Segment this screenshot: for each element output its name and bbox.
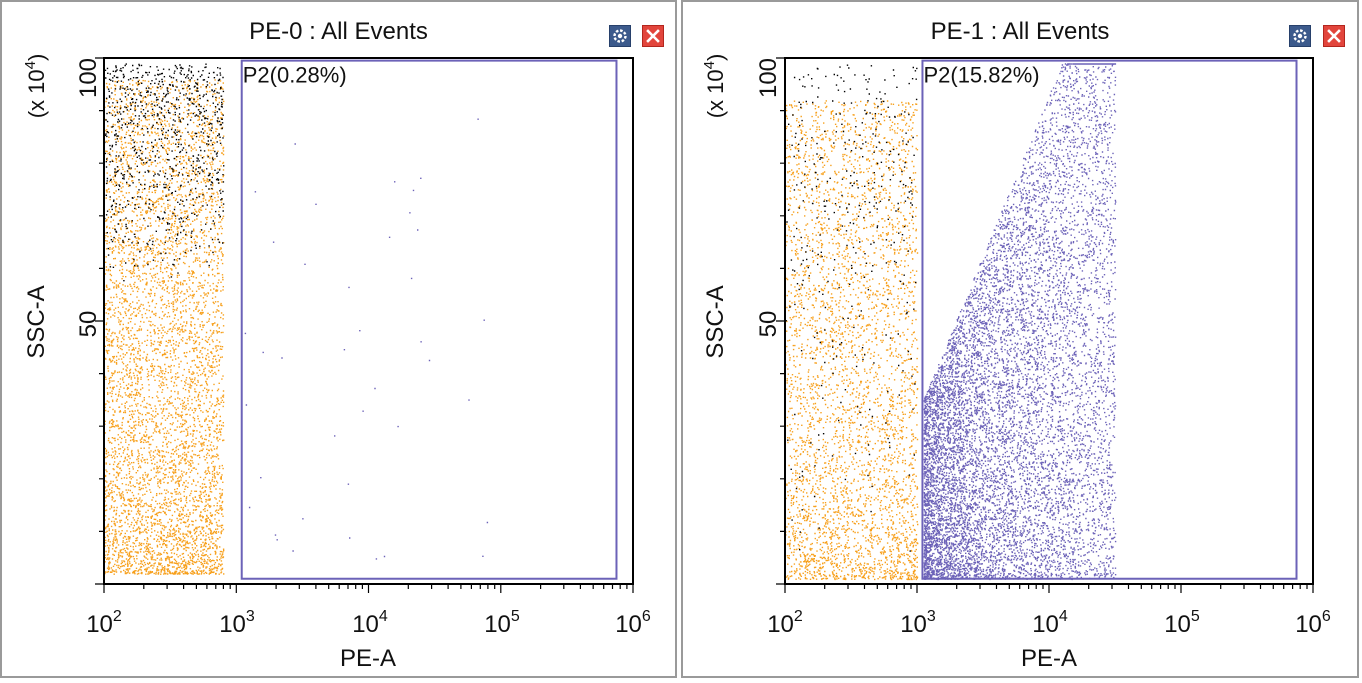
x-tick-label-2: 104 xyxy=(352,608,388,638)
x-tick-label-4: 106 xyxy=(615,608,651,638)
scatter-plot: P2(15.82%) 102 103 104 105 106 PE-A 50 1… xyxy=(701,54,1331,672)
x-tick-label-3: 105 xyxy=(1164,608,1200,638)
axis-ticks xyxy=(95,57,634,593)
x-tick-label-1: 103 xyxy=(219,608,255,638)
y-tick-label-100: 100 xyxy=(75,58,102,98)
gear-icon xyxy=(1293,29,1307,43)
event-dots xyxy=(104,63,489,575)
gate-label: P2(0.28%) xyxy=(243,63,347,88)
plot-title: PE-1 : All Events xyxy=(930,18,1110,45)
x-tick-label-0: 102 xyxy=(86,608,122,638)
x-axis-label: PE-A xyxy=(1021,645,1077,672)
x-tick-label-1: 103 xyxy=(900,608,936,638)
dots-p1 xyxy=(104,79,225,575)
close-button[interactable] xyxy=(642,25,664,47)
x-tick-label-0: 102 xyxy=(767,608,803,638)
x-tick-label-2: 104 xyxy=(1032,608,1068,638)
close-icon xyxy=(646,29,660,43)
dots-p2 xyxy=(244,118,489,560)
gear-icon xyxy=(613,29,627,43)
dots-p2 xyxy=(923,63,1117,581)
event-dots xyxy=(785,63,1117,581)
y-tick-label-50: 50 xyxy=(755,311,782,338)
dots-p1 xyxy=(785,100,919,581)
settings-button[interactable] xyxy=(1289,25,1311,47)
tick-marks xyxy=(776,57,1314,593)
axis-ticks xyxy=(776,57,1314,593)
gate-p2[interactable] xyxy=(240,59,618,580)
y-multiplier: (x 104) xyxy=(701,54,728,119)
x-tick-label-3: 105 xyxy=(484,608,520,638)
y-tick-label-50: 50 xyxy=(75,311,102,338)
y-multiplier: (x 104) xyxy=(22,54,49,119)
plot-panel-pe-0: PE-0 : All Events P2(0.28%) 102 103 104 … xyxy=(0,0,677,678)
y-axis-label: SSC-A xyxy=(23,285,50,358)
close-icon xyxy=(1327,29,1341,43)
y-tick-label-100: 100 xyxy=(755,58,782,98)
x-axis-label: PE-A xyxy=(340,645,396,672)
x-tick-label-4: 106 xyxy=(1295,608,1331,638)
tick-marks xyxy=(95,57,634,593)
gate-label: P2(15.82%) xyxy=(923,63,1039,88)
y-axis-label: SSC-A xyxy=(702,285,729,358)
close-button[interactable] xyxy=(1323,25,1345,47)
gate-p2[interactable] xyxy=(921,59,1298,580)
plot-frame xyxy=(103,57,634,585)
plot-title: PE-0 : All Events xyxy=(249,18,428,45)
scatter-plot: P2(0.28%) 102 103 104 105 106 PE-A 50 10… xyxy=(22,54,651,672)
plot-panel-pe-1: PE-1 : All Events P2(15.82%) 102 103 104… xyxy=(681,0,1359,678)
settings-button[interactable] xyxy=(609,25,631,47)
